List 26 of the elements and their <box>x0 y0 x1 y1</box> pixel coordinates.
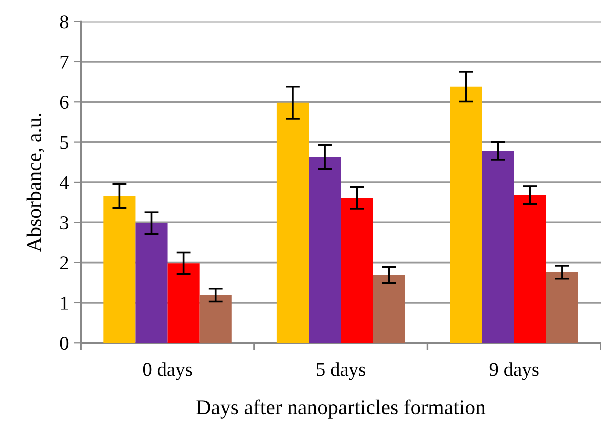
y-axis-title: Absorbance, a.u. <box>26 114 44 252</box>
y-tick-label: 4 <box>60 176 70 190</box>
y-tick-label: 1 <box>61 296 68 310</box>
bar <box>373 275 406 344</box>
y-tick-label: 3 <box>60 216 69 230</box>
y-tick-label: 2 <box>60 256 68 270</box>
y-tick-label: 7 <box>60 56 69 69</box>
bar <box>341 198 374 344</box>
bar <box>309 157 342 344</box>
y-tick-label: 8 <box>60 16 69 29</box>
x-tick-label: 9 days <box>490 362 539 380</box>
x-tick-label: 0 days <box>143 362 192 380</box>
bar <box>168 264 200 344</box>
bar <box>514 195 546 344</box>
bar <box>276 102 310 344</box>
bar <box>104 196 136 344</box>
y-tick-label: 0 <box>60 336 69 350</box>
bar <box>200 295 232 344</box>
bar <box>546 272 578 344</box>
y-tick-label: 6 <box>60 96 69 110</box>
bar <box>136 223 168 344</box>
bar <box>482 151 514 344</box>
x-axis-title: Days after nanoparticles formation <box>196 400 486 419</box>
y-tick-label: 5 <box>60 136 69 150</box>
x-tick-label: 5 days <box>317 362 366 380</box>
bar <box>450 86 482 344</box>
